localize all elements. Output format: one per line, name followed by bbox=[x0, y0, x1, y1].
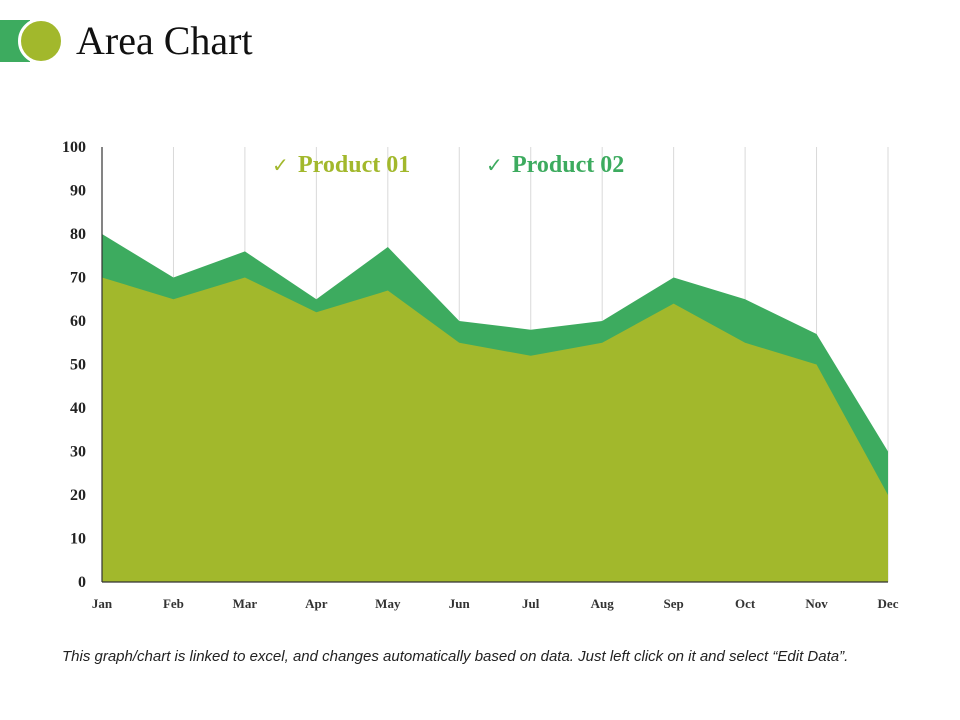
y-tick-0: 0 bbox=[78, 574, 86, 591]
y-tick-50: 50 bbox=[70, 357, 86, 374]
y-tick-100: 100 bbox=[62, 139, 86, 156]
title-accent-circle bbox=[18, 18, 64, 64]
check-icon: ✓ bbox=[486, 155, 503, 177]
x-tick-jan: Jan bbox=[92, 596, 113, 611]
y-tick-60: 60 bbox=[70, 313, 86, 330]
x-tick-jul: Jul bbox=[522, 596, 540, 611]
legend-item-product-02: ✓ Product 02 bbox=[486, 152, 624, 178]
y-tick-90: 90 bbox=[70, 183, 86, 200]
x-tick-oct: Oct bbox=[735, 596, 756, 611]
x-tick-labels: Jan Feb Mar Apr May Jun Jul Aug Sep Oct Nov Dec bbox=[92, 596, 899, 611]
x-tick-jun: Jun bbox=[449, 596, 471, 611]
x-tick-aug: Aug bbox=[591, 596, 615, 611]
footnote: This graph/chart is linked to excel, and… bbox=[62, 648, 849, 665]
y-tick-10: 10 bbox=[70, 531, 86, 548]
page-title: Area Chart bbox=[76, 18, 253, 63]
y-tick-80: 80 bbox=[70, 226, 86, 243]
y-tick-40: 40 bbox=[70, 400, 86, 417]
area-series bbox=[102, 234, 888, 582]
x-tick-nov: Nov bbox=[805, 596, 828, 611]
x-tick-may: May bbox=[375, 596, 401, 611]
y-tick-labels: 0 10 20 30 40 50 60 70 80 90 100 bbox=[62, 139, 86, 591]
check-icon: ✓ bbox=[272, 155, 289, 177]
legend: ✓ Product 01 ✓ Product 02 bbox=[272, 152, 624, 178]
legend-item-product-01: ✓ Product 01 bbox=[272, 152, 410, 178]
x-tick-apr: Apr bbox=[305, 596, 328, 611]
x-tick-mar: Mar bbox=[233, 596, 258, 611]
y-tick-70: 70 bbox=[70, 270, 86, 287]
title-bar: Area Chart bbox=[0, 14, 320, 70]
legend-label-product-01: Product 01 bbox=[298, 152, 410, 178]
y-tick-20: 20 bbox=[70, 487, 86, 504]
area-product-01 bbox=[102, 277, 888, 582]
legend-label-product-02: Product 02 bbox=[512, 152, 624, 178]
x-tick-dec: Dec bbox=[878, 596, 899, 611]
x-tick-sep: Sep bbox=[664, 596, 684, 611]
x-tick-feb: Feb bbox=[163, 596, 184, 611]
axes bbox=[101, 147, 888, 583]
y-tick-30: 30 bbox=[70, 444, 86, 461]
